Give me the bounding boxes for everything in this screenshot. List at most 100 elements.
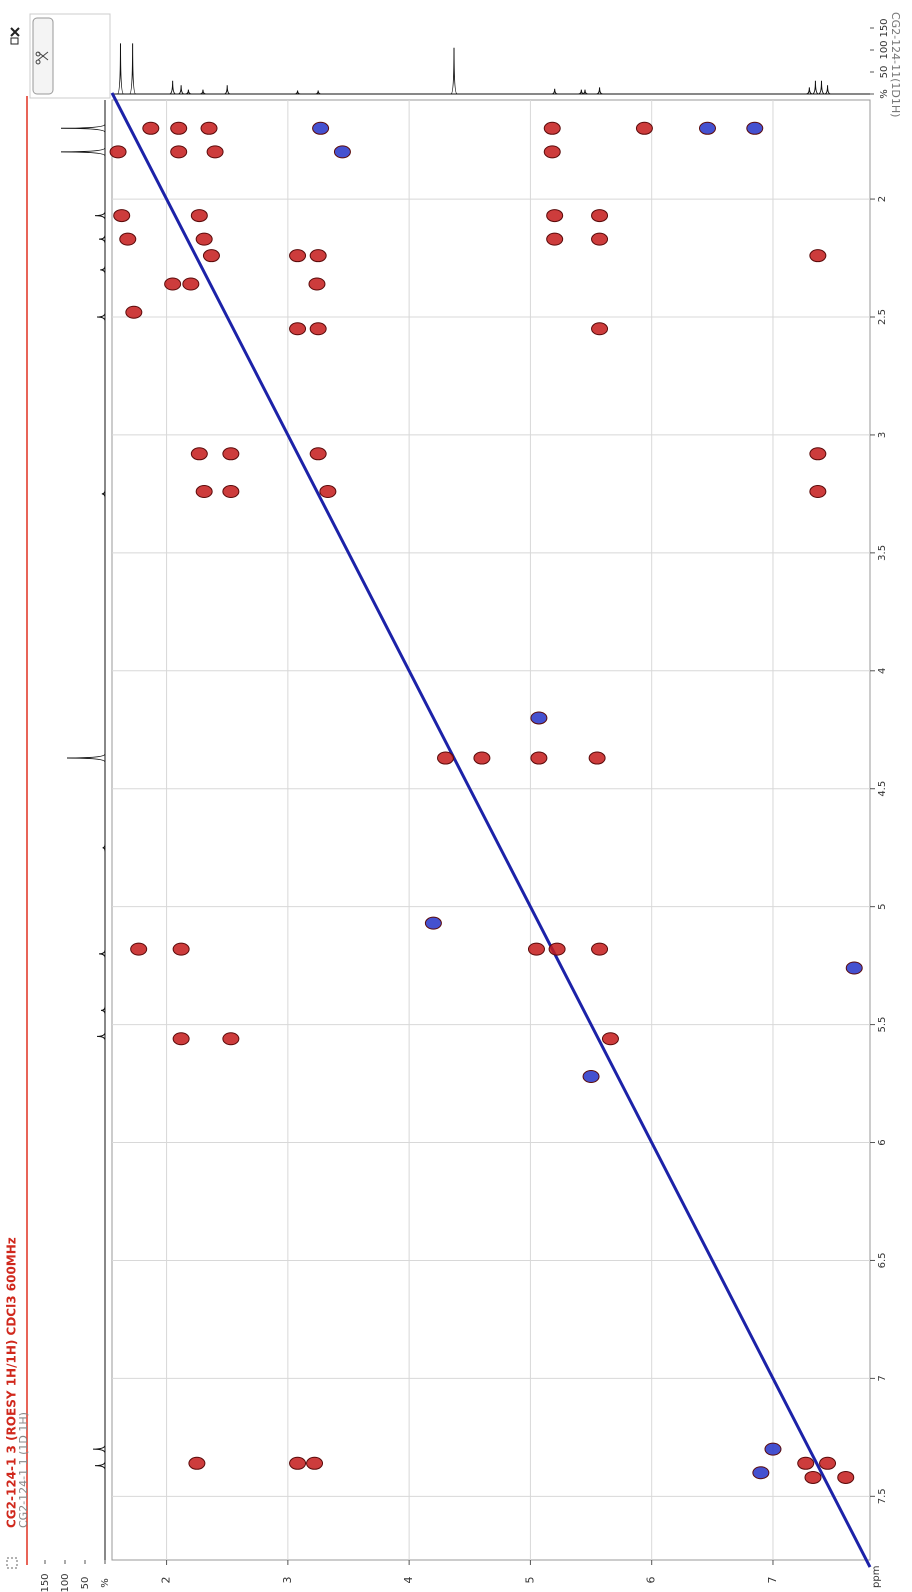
close-icon[interactable] xyxy=(10,27,20,37)
projection-tick-label: 100 xyxy=(60,1573,71,1592)
cross-peak xyxy=(764,1442,782,1456)
cross-peak xyxy=(164,277,182,291)
cross-peak xyxy=(206,145,224,159)
cross-peak xyxy=(591,942,609,956)
cross-peak xyxy=(804,1470,822,1484)
cross-peak xyxy=(119,232,137,246)
cross-peak xyxy=(172,1032,190,1046)
y-tick-label: 4 xyxy=(877,668,888,674)
cross-peak xyxy=(170,145,188,159)
cross-peak xyxy=(222,447,240,461)
cross-peak xyxy=(222,485,240,499)
cross-peak xyxy=(142,121,160,135)
scissors-icon xyxy=(35,51,49,65)
projection-peak xyxy=(60,147,106,157)
projection-peak xyxy=(96,1032,106,1041)
plot-frame xyxy=(111,99,871,1561)
x-axis-label: ppm xyxy=(871,1566,882,1588)
spectrum-subtitle: CG2-124-1 1 (1D 1H) xyxy=(17,1412,30,1528)
cross-peak xyxy=(797,1456,815,1470)
projection-peak xyxy=(66,753,106,763)
diagonal xyxy=(110,92,872,1568)
cross-peak xyxy=(809,447,827,461)
cross-peak xyxy=(437,751,455,765)
projection-peak xyxy=(98,949,106,958)
projection-peak xyxy=(100,265,106,274)
window-controls[interactable] xyxy=(10,27,20,45)
cross-peak xyxy=(200,121,218,135)
projection-tick-label: 100 xyxy=(879,40,890,59)
cross-peak xyxy=(530,711,548,725)
cross-peak xyxy=(837,1470,855,1484)
x-tick-label: 5 xyxy=(523,1577,536,1584)
y-tick-label: 5 xyxy=(877,903,888,909)
cross-peak xyxy=(289,1456,307,1470)
cross-peak xyxy=(190,447,208,461)
projection-peak xyxy=(60,124,106,133)
cross-peak xyxy=(548,942,566,956)
projection-tick-label: % xyxy=(100,1578,111,1588)
cross-peak xyxy=(172,942,190,956)
restore-icon[interactable] xyxy=(10,37,19,45)
projection-peak xyxy=(102,843,106,852)
cross-peak xyxy=(309,249,327,263)
projection-tick-label: 50 xyxy=(879,66,890,79)
cross-peak xyxy=(543,121,561,135)
cross-peak xyxy=(109,145,127,159)
projection-peak xyxy=(94,211,106,220)
cross-peak xyxy=(601,1032,619,1046)
projection-peak xyxy=(116,43,124,95)
projection-peak xyxy=(185,89,192,95)
y-tick-label: 3 xyxy=(877,432,888,438)
cross-peak xyxy=(588,751,606,765)
cross-peak xyxy=(170,121,188,135)
grid-icon[interactable] xyxy=(6,1557,18,1569)
projection-peak xyxy=(294,90,301,95)
projection-peak xyxy=(806,87,813,95)
y-tick-label: 6 xyxy=(877,1139,888,1145)
spectrum-title: CG2-124-1 3 (ROESY 1H/1H) CDCl3 600MHz xyxy=(5,1237,19,1528)
cross-peak xyxy=(845,961,863,975)
y-tick-label: 6.5 xyxy=(877,1252,888,1268)
cross-peak xyxy=(527,942,545,956)
cross-peak xyxy=(591,209,609,223)
cross-peak xyxy=(309,322,327,336)
cross-peak xyxy=(182,277,200,291)
projection-peak xyxy=(812,80,819,95)
projection-tick-label: 150 xyxy=(40,1573,51,1592)
cross-peak xyxy=(195,232,213,246)
cross-peak xyxy=(319,485,337,499)
cross-peak xyxy=(195,485,213,499)
x-tick-label: 3 xyxy=(281,1577,294,1584)
projection-peak xyxy=(96,312,106,322)
cross-peak xyxy=(543,145,561,159)
projection-peak xyxy=(100,1006,106,1015)
y-tick-label: 5.5 xyxy=(877,1017,888,1033)
cross-peak xyxy=(698,121,716,135)
cross-peak xyxy=(530,751,548,765)
x-tick-label: 7 xyxy=(766,1577,779,1584)
cross-peak xyxy=(591,322,609,336)
y-tick-label: 4.5 xyxy=(877,781,888,797)
cross-peak xyxy=(188,1456,206,1470)
cross-peak xyxy=(591,232,609,246)
projection-peak xyxy=(581,89,589,95)
projection-peak xyxy=(315,90,322,95)
projection-peak xyxy=(224,85,231,95)
cross-peak xyxy=(306,1456,324,1470)
cross-peak xyxy=(819,1456,837,1470)
cross-peak xyxy=(125,305,143,319)
projection-tick-label: % xyxy=(879,89,890,99)
projection-tick-label: 50 xyxy=(80,1577,91,1590)
cross-peak xyxy=(190,209,208,223)
cross-peak xyxy=(746,121,764,135)
cross-peak xyxy=(309,447,327,461)
cross-peak xyxy=(289,249,307,263)
projection-peak xyxy=(94,1461,106,1470)
cross-peak xyxy=(113,209,131,223)
x-tick-label: 4 xyxy=(402,1577,415,1584)
projection-peak xyxy=(98,235,106,244)
cross-peak xyxy=(635,121,653,135)
